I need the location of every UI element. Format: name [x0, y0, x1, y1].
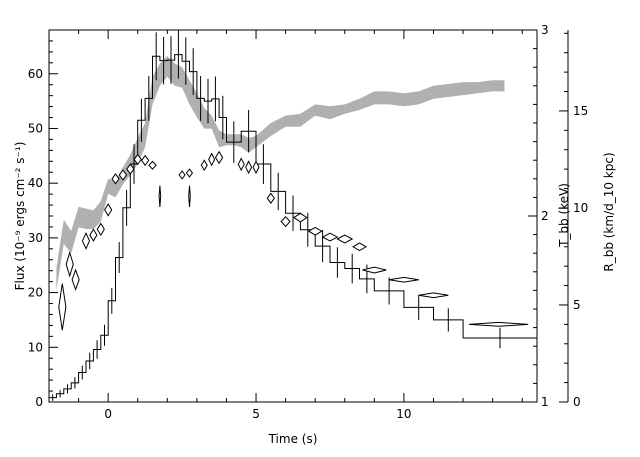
- tick-label: 0: [35, 395, 43, 409]
- radius-diamond: [188, 185, 191, 208]
- radius-diamond: [104, 203, 113, 217]
- radius-diamond: [58, 283, 67, 331]
- radius-diamond: [140, 154, 150, 167]
- radius-diamond: [89, 228, 98, 242]
- tick-label: 20: [28, 286, 43, 300]
- radius-diamond: [126, 163, 135, 175]
- radius-diamond: [200, 159, 208, 172]
- x-axis-label: Time (s): [268, 432, 318, 446]
- tick-label: 15: [573, 104, 588, 118]
- radius-diamond: [96, 222, 105, 237]
- tick-label: 2: [541, 209, 549, 223]
- radius-diamond: [178, 170, 186, 180]
- radius-diamond: [208, 152, 216, 167]
- radius-diamond: [118, 169, 128, 181]
- radius-diamond: [133, 153, 142, 166]
- radius-diamond: [336, 234, 354, 244]
- tick-label: 5: [252, 407, 260, 421]
- radius-diamond: [352, 242, 368, 252]
- tick-label: 0: [104, 407, 112, 421]
- radius-diamond: [418, 292, 449, 299]
- radius-diamond: [362, 266, 387, 274]
- y-axis-left-label: Flux (10⁻⁹ ergs cm⁻² s⁻¹): [13, 142, 27, 291]
- radius-diamond: [468, 321, 529, 327]
- radius-diamond: [307, 226, 323, 236]
- radius-diamond: [237, 157, 245, 172]
- tick-label: 30: [28, 231, 43, 245]
- tick-label: 5: [573, 298, 581, 312]
- radius-diamond: [280, 215, 291, 228]
- tick-label: 60: [28, 67, 43, 81]
- tick-label: 0: [573, 395, 581, 409]
- radius-diamond: [266, 192, 276, 204]
- radius-diamond: [389, 276, 419, 283]
- radius-diamond: [81, 232, 91, 250]
- temperature-axis-label: T_bb (keV): [557, 183, 571, 248]
- tick-label: 40: [28, 176, 43, 190]
- tick-label: 10: [573, 201, 588, 215]
- radius-diamond: [148, 160, 157, 170]
- radius-diamond: [245, 160, 253, 175]
- radius-diamond: [252, 160, 260, 175]
- radius-diamond: [214, 150, 224, 165]
- radius-diamond: [321, 232, 339, 242]
- radius-diamond: [185, 168, 194, 178]
- tick-label: 3: [541, 23, 549, 37]
- radius-diamond: [65, 250, 74, 278]
- tick-label: 50: [28, 121, 43, 135]
- radius-diamond: [158, 185, 162, 208]
- tick-label: 10: [396, 407, 411, 421]
- radius-diamonds: [58, 150, 529, 331]
- tick-label: 1: [541, 395, 549, 409]
- radius-diamond: [292, 212, 308, 223]
- radius-diamond: [71, 268, 80, 291]
- radius-diamond: [111, 173, 120, 185]
- tick-label: 10: [28, 340, 43, 354]
- radius-axis-label: R_bb (km/d_10 kpc): [602, 152, 616, 271]
- flux-histogram: [49, 30, 537, 401]
